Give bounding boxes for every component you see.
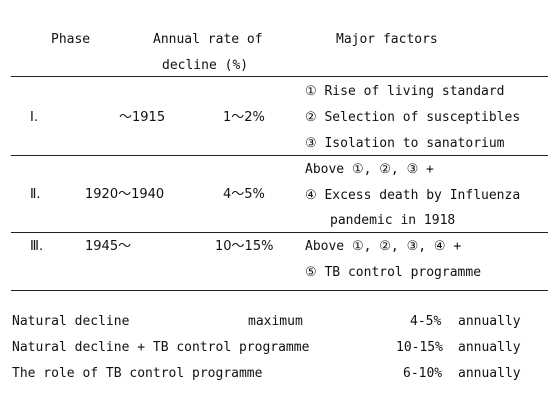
header-major-factors: Major factors xyxy=(336,32,438,47)
row-1-phase: Ⅰ. xyxy=(30,110,38,125)
header-annual-rate-line1: Annual rate of xyxy=(153,32,263,47)
summary-2-value: 10-15% xyxy=(396,340,443,355)
summary-3-unit: annually xyxy=(458,366,521,381)
row-3-phase: Ⅲ. xyxy=(30,239,44,254)
row-2-phase: Ⅱ. xyxy=(30,187,41,202)
summary-3-label: The role of TB control programme xyxy=(12,366,263,381)
header-annual-rate-line2: decline (%) xyxy=(162,58,249,73)
summary-1-unit: annually xyxy=(458,314,521,329)
table-rule-1 xyxy=(11,155,548,156)
summary-1-value: 4-5% xyxy=(410,314,442,329)
row-1-factor-1: ① Rise of living standard xyxy=(305,84,505,99)
table-rule-bottom xyxy=(11,290,548,291)
row-3-factor-1: Above ①, ②, ③, ④ + xyxy=(305,239,462,254)
table-rule-top xyxy=(11,76,548,77)
row-2-factor-3: pandemic in 1918 xyxy=(330,213,456,228)
row-3-factor-2: ⑤ TB control programme xyxy=(305,265,482,280)
summary-2-unit: annually xyxy=(458,340,521,355)
summary-1-qualifier: maximum xyxy=(248,314,303,329)
row-2-period: 1920～1940 xyxy=(85,187,165,202)
row-3-rate: 10～15% xyxy=(215,239,274,254)
table-rule-2 xyxy=(11,232,548,233)
summary-1-label: Natural decline xyxy=(12,314,130,329)
row-3-period: 1945～ xyxy=(85,239,132,254)
row-2-factor-1: Above ①, ②, ③ + xyxy=(305,162,434,177)
row-1-factor-2: ② Selection of susceptibles xyxy=(305,110,521,125)
header-phase: Phase xyxy=(51,32,91,47)
row-2-rate: 4～5% xyxy=(223,187,265,202)
summary-2-label: Natural decline + TB control programme xyxy=(12,340,310,355)
row-1-rate: 1～2% xyxy=(223,110,265,125)
row-1-period: ～1915 xyxy=(119,110,166,125)
summary-3-value: 6-10% xyxy=(403,366,443,381)
row-2-factor-2: ④ Excess death by Influenza xyxy=(305,188,521,203)
row-1-factor-3: ③ Isolation to sanatorium xyxy=(305,136,505,151)
